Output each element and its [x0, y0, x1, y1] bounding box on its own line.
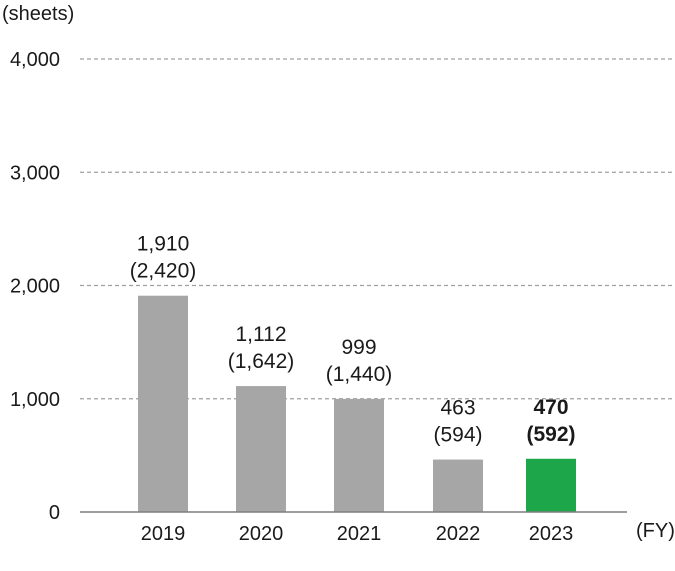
data-label: 999 — [341, 336, 376, 359]
data-label-secondary: (592) — [526, 423, 575, 446]
bar — [236, 386, 286, 512]
y-axis-ticks: 0 1,000 2,000 3,000 4,000 — [10, 49, 60, 524]
x-axis-unit-label: (FY) — [636, 520, 675, 542]
y-tick-label: 4,000 — [10, 49, 60, 71]
bar — [526, 458, 576, 512]
y-tick-label: 2,000 — [10, 276, 60, 298]
bars — [138, 295, 576, 512]
x-axis-ticks: 2019 2020 2021 2022 2023 — [141, 523, 574, 545]
y-axis-unit-label: (sheets) — [2, 3, 74, 25]
y-tick-label: 3,000 — [10, 162, 60, 184]
x-tick-label: 2021 — [337, 523, 382, 545]
y-tick-label: 1,000 — [10, 389, 60, 411]
data-label-secondary: (2,420) — [130, 260, 197, 283]
x-tick-label: 2023 — [529, 523, 574, 545]
bar — [138, 295, 188, 512]
y-tick-label: 0 — [49, 502, 60, 524]
data-label-secondary: (594) — [433, 424, 482, 447]
x-tick-label: 2020 — [239, 523, 284, 545]
x-tick-label: 2019 — [141, 523, 186, 545]
data-label-secondary: (1,440) — [326, 363, 393, 386]
gridlines — [80, 58, 672, 400]
x-tick-label: 2022 — [436, 523, 481, 545]
data-label: 463 — [440, 397, 475, 420]
data-label: 1,910 — [137, 233, 190, 256]
data-label: 470 — [533, 396, 568, 419]
bar — [433, 459, 483, 512]
bar — [334, 398, 384, 512]
data-label-secondary: (1,642) — [228, 350, 295, 373]
data-labels: 1,910 (2,420) 1,112 (1,642) 999 (1,440) 463 (59… — [130, 233, 576, 447]
data-label: 1,112 — [236, 323, 287, 346]
